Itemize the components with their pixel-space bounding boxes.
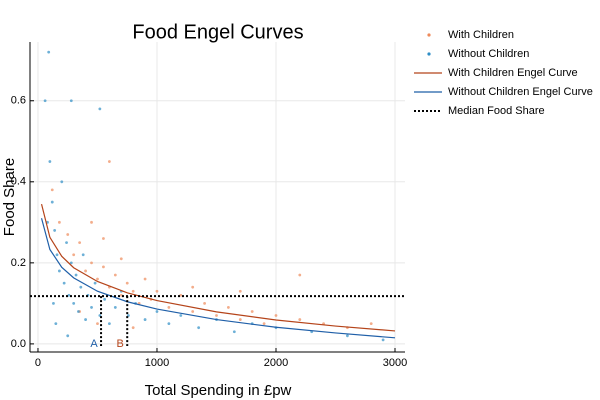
annotation: B bbox=[117, 338, 124, 350]
x-axis-label: Total Spending in £pw bbox=[145, 382, 292, 399]
point bbox=[50, 188, 54, 192]
point bbox=[191, 285, 195, 289]
point bbox=[54, 322, 58, 326]
point bbox=[143, 318, 147, 321]
point bbox=[345, 334, 349, 338]
y-tick-label: 0.0 bbox=[11, 338, 26, 350]
point bbox=[107, 160, 111, 163]
point bbox=[274, 314, 278, 317]
point bbox=[66, 334, 70, 338]
point bbox=[155, 310, 159, 313]
y-axis-label: Food Share bbox=[1, 158, 18, 236]
curve bbox=[40, 218, 396, 339]
point bbox=[298, 318, 302, 321]
point bbox=[262, 322, 266, 326]
point bbox=[119, 257, 123, 261]
chart-title: Food Engel Curves bbox=[132, 21, 303, 43]
point bbox=[90, 220, 93, 224]
curve bbox=[40, 203, 396, 332]
point bbox=[96, 322, 99, 326]
point bbox=[298, 273, 302, 277]
point bbox=[167, 322, 171, 326]
point bbox=[55, 253, 59, 257]
point bbox=[197, 326, 201, 330]
point bbox=[53, 229, 57, 232]
point bbox=[69, 261, 73, 265]
point bbox=[381, 338, 385, 342]
point bbox=[107, 322, 111, 326]
y-tick-label: 0.6 bbox=[11, 95, 26, 107]
point bbox=[90, 306, 93, 309]
point bbox=[60, 180, 64, 184]
legend-swatch bbox=[427, 33, 431, 37]
point bbox=[119, 293, 123, 297]
point bbox=[113, 273, 117, 277]
point bbox=[93, 281, 97, 285]
point bbox=[143, 277, 147, 281]
legend-label: Median Food Share bbox=[448, 105, 545, 117]
point bbox=[238, 318, 242, 321]
point bbox=[103, 297, 107, 301]
x-tick-label: 3000 bbox=[383, 357, 407, 369]
point bbox=[67, 293, 71, 297]
point bbox=[47, 50, 51, 54]
legend-label: With Children Engel Curve bbox=[448, 67, 578, 79]
point bbox=[131, 326, 135, 330]
point bbox=[113, 306, 117, 309]
point bbox=[155, 289, 159, 293]
point bbox=[179, 293, 183, 297]
point bbox=[81, 253, 85, 257]
point bbox=[102, 237, 105, 240]
point bbox=[79, 285, 83, 289]
point bbox=[84, 269, 87, 273]
legend-label: Without Children Engel Curve bbox=[448, 86, 593, 98]
point bbox=[125, 281, 129, 285]
legend-label: Without Children bbox=[448, 48, 529, 60]
y-tick-label: 0.4 bbox=[11, 176, 26, 188]
point bbox=[48, 160, 52, 163]
point bbox=[238, 289, 242, 293]
point bbox=[72, 301, 76, 305]
point bbox=[215, 314, 218, 317]
point bbox=[78, 241, 82, 244]
point bbox=[90, 261, 93, 265]
point bbox=[179, 314, 183, 317]
point bbox=[203, 301, 206, 305]
annotation: A bbox=[90, 338, 98, 350]
point bbox=[232, 330, 236, 334]
point bbox=[43, 99, 47, 103]
point bbox=[72, 253, 76, 257]
legend-label: With Children bbox=[448, 29, 514, 41]
point bbox=[191, 310, 195, 313]
point bbox=[96, 277, 99, 281]
point bbox=[66, 233, 70, 236]
point bbox=[369, 322, 373, 326]
point bbox=[77, 310, 80, 313]
x-tick-label: 2000 bbox=[264, 357, 288, 369]
point bbox=[74, 273, 78, 277]
point bbox=[131, 289, 135, 293]
point bbox=[84, 318, 87, 321]
point bbox=[57, 220, 61, 224]
point bbox=[69, 99, 73, 103]
point bbox=[62, 281, 66, 285]
x-tick-label: 1000 bbox=[145, 357, 169, 369]
point bbox=[250, 310, 254, 313]
legend-swatch bbox=[427, 52, 431, 56]
point bbox=[167, 306, 171, 309]
point bbox=[65, 241, 68, 244]
point bbox=[57, 269, 61, 273]
point bbox=[226, 306, 230, 309]
point bbox=[102, 265, 105, 269]
y-tick-label: 0.2 bbox=[11, 257, 26, 269]
point bbox=[50, 200, 54, 204]
point bbox=[52, 301, 55, 305]
point bbox=[98, 107, 102, 111]
x-tick-label: 0 bbox=[35, 357, 41, 369]
